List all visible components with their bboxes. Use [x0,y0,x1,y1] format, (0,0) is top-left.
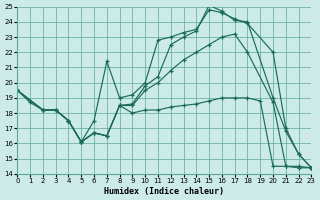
X-axis label: Humidex (Indice chaleur): Humidex (Indice chaleur) [104,187,224,196]
